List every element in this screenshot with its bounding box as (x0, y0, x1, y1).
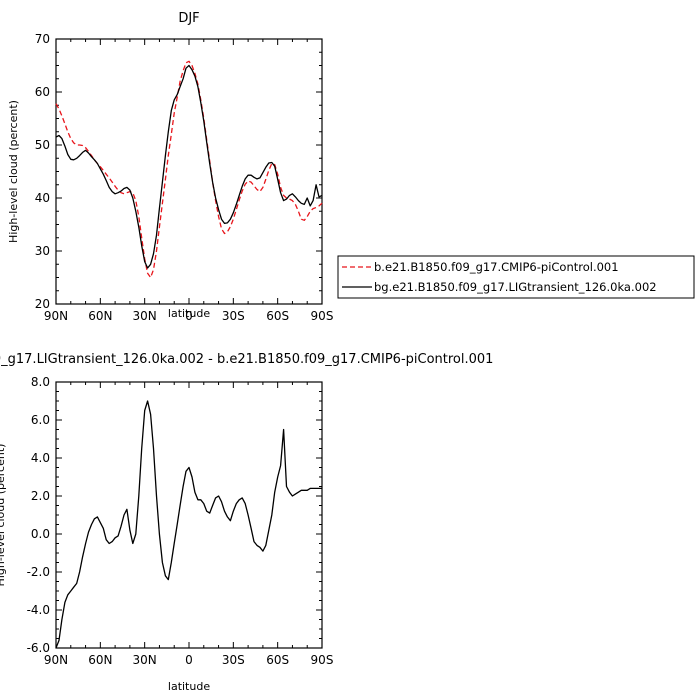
panel2-x-axis-label: latitude (168, 680, 210, 693)
panel1-x-tick-label: 30N (133, 309, 157, 323)
panel2-x-tick-label: 30S (222, 653, 245, 667)
panel2-x-tick-label: 0 (185, 653, 193, 667)
panel1-y-tick-label: 30 (35, 244, 50, 258)
panel1-y-axis-label: High-level cloud (percent) (7, 100, 20, 243)
panel1-x-tick-label: 30S (222, 309, 245, 323)
panel2-y-tick-label: -2.0 (27, 565, 50, 579)
panel1-x-tick-label: 90S (311, 309, 334, 323)
panel2-y-tick-label: 4.0 (31, 451, 50, 465)
panel2-y-tick-label: 2.0 (31, 489, 50, 503)
panel1-y-tick-label: 20 (35, 297, 50, 311)
panel2-y-tick-label: 0.0 (31, 527, 50, 541)
panel1-y-tick-label: 40 (35, 191, 50, 205)
panel1-x-tick-label: 60S (266, 309, 289, 323)
panel2-x-tick-label: 60S (266, 653, 289, 667)
panel2-y-tick-label: -6.0 (27, 641, 50, 655)
panel1-series-line-1 (55, 60, 323, 279)
panel2-x-tick-label: 90N (44, 653, 68, 667)
panel1-legend-label-1: b.e21.B1850.f09_g17.CMIP6-piControl.001 (374, 260, 619, 274)
panel1-y-tick-label: 50 (35, 138, 50, 152)
panel1-legend-box (337, 255, 695, 299)
panel1-x-axis-label: latitude (168, 307, 210, 320)
panel2-y-tick-label: 6.0 (31, 413, 50, 427)
panel2-plot-frame (55, 381, 323, 649)
panel2-y-tick-label: -4.0 (27, 603, 50, 617)
panel1-x-tick-label: 90N (44, 309, 68, 323)
panel1-chart-title: DJF (178, 11, 199, 26)
panel1-legend-label-2: bg.e21.B1850.f09_g17.LIGtransient_126.0k… (374, 280, 657, 294)
panel1-y-tick-label: 70 (35, 32, 50, 46)
panel2-y-tick-label: 8.0 (31, 375, 50, 389)
panel2-x-tick-label: 30N (133, 653, 157, 667)
panel1-x-tick-label: 0 (185, 309, 193, 323)
panel1-y-tick-label: 60 (35, 85, 50, 99)
panel2-series-line-1 (55, 400, 322, 649)
panel2-y-axis-label: High-level cloud (percent) (0, 444, 7, 587)
panel1-plot-frame (55, 38, 323, 305)
panel2-x-tick-label: 90S (311, 653, 334, 667)
panel1-series-line-2 (55, 64, 323, 269)
panel2-x-tick-label: 60N (88, 653, 112, 667)
panel2-chart-title: bg.e21.B1850.f09_g17.LIGtransient_126.0k… (0, 352, 493, 367)
panel1-x-tick-label: 60N (88, 309, 112, 323)
